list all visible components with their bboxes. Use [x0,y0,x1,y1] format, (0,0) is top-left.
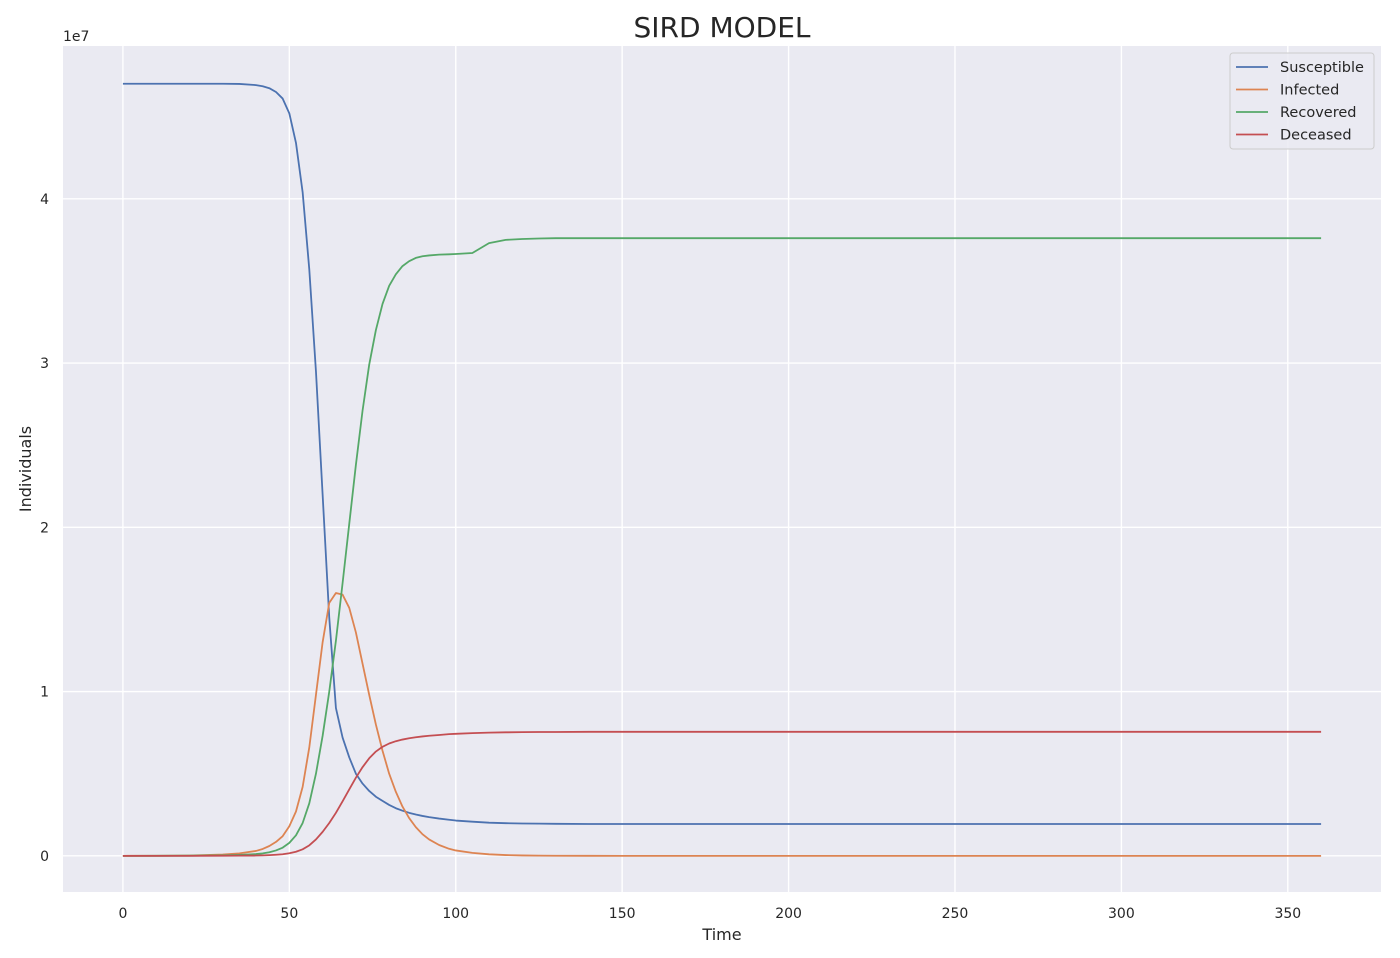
x-tick-label: 100 [442,906,469,922]
legend-box [1229,52,1375,150]
x-tick-label: 300 [1108,906,1135,922]
legend: Susceptible Infected Recovered Deceased [1229,52,1375,150]
legend-label-recovered: Recovered [1280,105,1356,121]
y-tick-label: 0 [40,849,49,865]
x-tick-label: 200 [775,906,802,922]
tick-labels: 0 50 100 150 200 250 300 350 0 1 2 3 4 [40,192,1301,922]
x-tick-label: 350 [1274,906,1301,922]
x-tick-label: 250 [942,906,969,922]
series-line-recovered [122,237,1322,857]
series-line-infected [122,592,1322,857]
plot-area [63,46,1381,892]
legend-label-susceptible: Susceptible [1280,60,1364,76]
x-tick-label: 150 [609,906,636,922]
x-axis-label: Time [701,925,741,944]
legend-label-deceased: Deceased [1280,128,1352,144]
series-line-deceased [122,730,1322,857]
series-lines [122,82,1322,857]
y-tick-label: 1 [40,685,49,701]
legend-label-infected: Infected [1280,83,1339,99]
y-tick-label: 2 [40,520,49,536]
series-line-susceptible [122,82,1322,825]
y-axis-offset-label: 1e7 [63,29,89,45]
y-tick-label: 3 [40,356,49,372]
y-tick-label: 4 [40,192,49,208]
x-tick-label: 0 [118,906,127,922]
y-axis-label: Individuals [16,426,35,512]
chart-title: SIRD MODEL [634,11,811,44]
x-tick-label: 50 [280,906,298,922]
